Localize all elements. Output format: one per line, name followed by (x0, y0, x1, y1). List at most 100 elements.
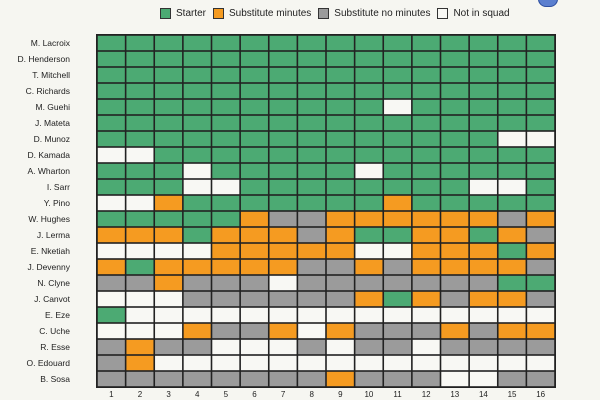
heatmap-cell (384, 291, 412, 307)
heatmap-cell (527, 35, 555, 51)
legend-label: Not in squad (453, 8, 510, 19)
heatmap-cell (212, 291, 240, 307)
heatmap-cell (498, 275, 526, 291)
heatmap-cell (240, 243, 268, 259)
heatmap-cell (441, 339, 469, 355)
heatmap-cell (212, 355, 240, 371)
heatmap-cell (326, 99, 354, 115)
heatmap-cell (326, 67, 354, 83)
heatmap-cell (326, 179, 354, 195)
legend-label: Substitute no minutes (334, 8, 431, 19)
heatmap-cell (355, 291, 383, 307)
heatmap-cell (498, 131, 526, 147)
heatmap-cell (498, 355, 526, 371)
heatmap-cell (97, 323, 125, 339)
heatmap-cell (269, 339, 297, 355)
heatmap-cell (298, 195, 326, 211)
row-label: N. Clyne (37, 278, 70, 288)
heatmap-cell (355, 195, 383, 211)
heatmap-cell (469, 195, 497, 211)
heatmap-cell (298, 227, 326, 243)
heatmap-cell (298, 339, 326, 355)
heatmap-cell (183, 307, 211, 323)
heatmap-cell (97, 355, 125, 371)
heatmap-cell (527, 243, 555, 259)
heatmap-cell (384, 227, 412, 243)
row-label: A. Wharton (27, 166, 70, 176)
heatmap-cell (527, 67, 555, 83)
heatmap-cell (498, 195, 526, 211)
heatmap-cell (240, 259, 268, 275)
heatmap-cell (498, 67, 526, 83)
heatmap-cell (126, 371, 154, 387)
heatmap-cell (298, 179, 326, 195)
heatmap-cell (527, 211, 555, 227)
heatmap-cell (441, 243, 469, 259)
heatmap-cell (498, 259, 526, 275)
heatmap-cell (298, 115, 326, 131)
heatmap-cell (355, 211, 383, 227)
row-label: E. Eze (45, 310, 70, 320)
heatmap-cell (212, 211, 240, 227)
heatmap-cell (441, 179, 469, 195)
column-label: 7 (281, 390, 286, 399)
heatmap-cell (441, 163, 469, 179)
row-label: D. Kamada (27, 150, 70, 160)
heatmap-cell (298, 307, 326, 323)
heatmap-cell (469, 67, 497, 83)
heatmap-cell (183, 147, 211, 163)
heatmap-cell (240, 195, 268, 211)
heatmap-cell (212, 259, 240, 275)
heatmap-cell (183, 67, 211, 83)
heatmap-cell (469, 99, 497, 115)
heatmap-cell (269, 179, 297, 195)
heatmap-cell (412, 371, 440, 387)
heatmap-cell (240, 355, 268, 371)
heatmap-cell (469, 179, 497, 195)
heatmap-cell (527, 147, 555, 163)
heatmap-cell (326, 163, 354, 179)
heatmap-cell (355, 323, 383, 339)
heatmap-cell (326, 371, 354, 387)
heatmap-cell (269, 147, 297, 163)
row-label: I. Sarr (47, 182, 70, 192)
heatmap-cell (240, 131, 268, 147)
heatmap-cell (212, 195, 240, 211)
row-label: J. Lerma (37, 230, 70, 240)
heatmap-cell (97, 67, 125, 83)
column-label: 12 (422, 390, 431, 399)
heatmap-cell (126, 307, 154, 323)
heatmap-cell (412, 35, 440, 51)
heatmap-cell (469, 243, 497, 259)
heatmap-cell (441, 371, 469, 387)
heatmap-cell (326, 51, 354, 67)
heatmap-cell (498, 323, 526, 339)
legend-swatch (318, 8, 330, 19)
heatmap-cell (412, 195, 440, 211)
heatmap-cell (441, 35, 469, 51)
heatmap-cell (298, 355, 326, 371)
heatmap-cell (412, 259, 440, 275)
heatmap-cell (469, 323, 497, 339)
heatmap-cell (412, 307, 440, 323)
heatmap-cell (498, 339, 526, 355)
heatmap-cell (326, 275, 354, 291)
heatmap-cell (355, 179, 383, 195)
heatmap-cell (183, 259, 211, 275)
heatmap-cell (355, 99, 383, 115)
heatmap-cell (212, 35, 240, 51)
heatmap-cell (97, 339, 125, 355)
heatmap-cell (155, 291, 183, 307)
heatmap-cell (355, 83, 383, 99)
heatmap-cell (469, 307, 497, 323)
heatmap-cell (355, 115, 383, 131)
heatmap-cell (155, 211, 183, 227)
heatmap-cell (469, 291, 497, 307)
row-label: J. Canvot (34, 294, 71, 304)
heatmap-cell (126, 83, 154, 99)
heatmap-cell (269, 131, 297, 147)
heatmap-cell (155, 83, 183, 99)
heatmap-cell (412, 131, 440, 147)
legend-item-sub-minutes: Substitute minutes (213, 8, 311, 19)
